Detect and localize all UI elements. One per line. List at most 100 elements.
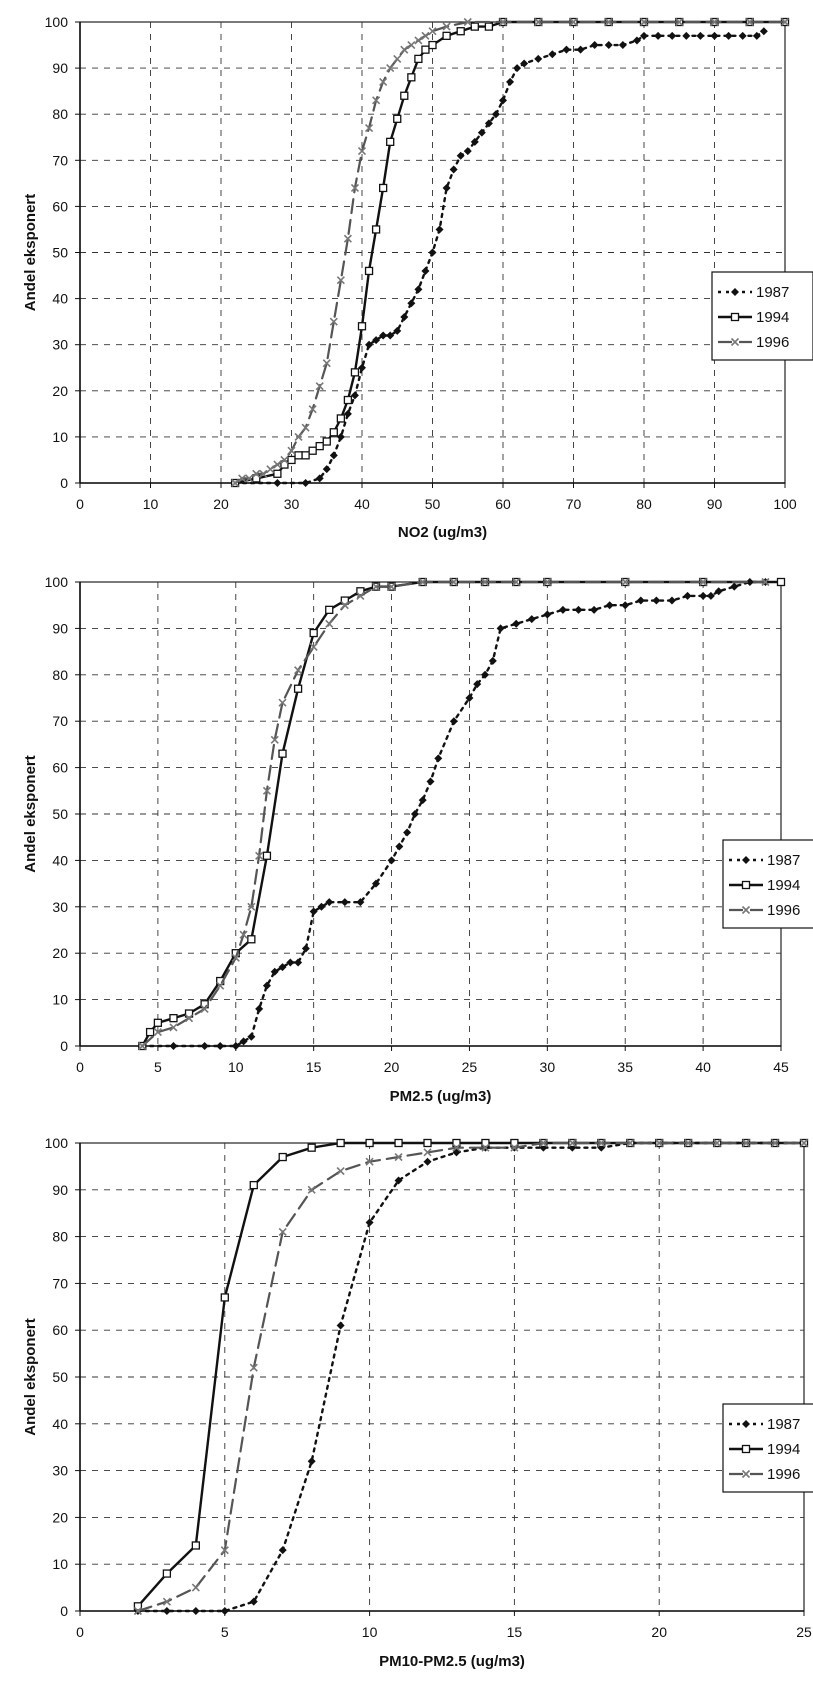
data-point-1996 xyxy=(278,1227,287,1236)
y-tick-label: 20 xyxy=(52,945,68,961)
data-point-1994 xyxy=(301,451,310,460)
y-tick-label: 30 xyxy=(52,337,68,353)
data-point-1994 xyxy=(322,437,331,446)
data-point-1996 xyxy=(329,317,338,326)
data-point-1987 xyxy=(418,796,427,805)
data-point-1996 xyxy=(336,276,345,285)
data-point-1996 xyxy=(371,582,381,591)
data-point-1987 xyxy=(759,27,768,36)
x-tick-label: 5 xyxy=(221,1624,229,1640)
y-tick-label: 50 xyxy=(52,1369,68,1385)
data-point-1987 xyxy=(200,1042,209,1050)
data-point-1987 xyxy=(216,1042,225,1050)
data-point-1987 xyxy=(270,967,279,976)
data-point-1987 xyxy=(262,981,271,990)
data-point-1996 xyxy=(200,1004,209,1013)
data-point-1996 xyxy=(597,1138,606,1148)
data-point-1994 xyxy=(371,225,381,234)
y-tick-label: 90 xyxy=(52,620,68,636)
data-point-1996 xyxy=(742,1138,751,1148)
data-point-1994 xyxy=(278,749,287,758)
data-point-1994 xyxy=(414,54,423,64)
data-point-1994 xyxy=(357,322,367,331)
data-point-1987 xyxy=(286,958,295,967)
data-point-1987 xyxy=(465,694,474,702)
data-point-1987 xyxy=(513,64,522,73)
x-tick-label: 5 xyxy=(154,1059,162,1075)
x-tick-label: 20 xyxy=(651,1624,667,1640)
x-tick-label: 100 xyxy=(773,496,797,512)
legend-marker-1987 xyxy=(742,1420,750,1428)
data-point-1996 xyxy=(247,902,256,911)
data-point-1994 xyxy=(287,455,296,465)
legend-marker-1996 xyxy=(741,1469,751,1479)
data-point-1996 xyxy=(307,1185,316,1194)
data-point-1996 xyxy=(315,382,324,391)
data-point-1994 xyxy=(484,22,494,31)
legend-marker-1987 xyxy=(742,856,750,864)
data-point-1996 xyxy=(294,432,303,441)
legend-label-1996: 1996 xyxy=(756,334,789,351)
series-1996 xyxy=(133,1138,809,1616)
data-point-1996 xyxy=(498,17,508,27)
data-point-1987 xyxy=(315,474,324,483)
data-point-1996 xyxy=(770,1138,780,1148)
x-tick-label: 20 xyxy=(384,1059,400,1075)
data-point-1996 xyxy=(133,1606,142,1616)
data-point-1996 xyxy=(231,953,240,962)
legend: 1987 1994 1996 xyxy=(711,271,813,361)
x-tick-label: 25 xyxy=(796,1624,812,1640)
data-point-1996 xyxy=(428,27,437,36)
data-point-1987 xyxy=(294,958,303,967)
data-point-1987 xyxy=(358,363,366,372)
data-point-1987 xyxy=(372,336,381,345)
data-point-1996 xyxy=(262,786,271,795)
y-tick-label: 70 xyxy=(52,1275,68,1291)
x-axis-title: PM2.5 (ug/m3) xyxy=(390,1088,492,1105)
data-point-1994 xyxy=(191,1541,200,1550)
data-point-1987 xyxy=(752,31,761,40)
data-point-1987 xyxy=(668,31,677,40)
data-point-1987 xyxy=(220,1607,229,1615)
data-point-1996 xyxy=(273,460,282,469)
data-point-1987 xyxy=(512,619,521,628)
x-tick-label: 40 xyxy=(695,1059,711,1075)
x-axis-title: NO2 (ug/m3) xyxy=(398,524,487,541)
series-line-1996 xyxy=(234,20,787,485)
y-tick-label: 50 xyxy=(52,245,68,261)
data-point-1996 xyxy=(393,54,402,63)
legend-marker-1987 xyxy=(731,288,739,296)
data-point-1996 xyxy=(238,474,247,483)
data-point-1994 xyxy=(262,851,272,860)
data-point-1994 xyxy=(378,183,388,193)
data-point-1996 xyxy=(379,77,388,86)
data-point-1996 xyxy=(407,40,416,50)
data-point-1987 xyxy=(247,1032,256,1041)
data-point-1996 xyxy=(357,147,367,156)
data-point-1987 xyxy=(652,596,661,605)
x-tick-label: 50 xyxy=(425,496,441,512)
data-point-1994 xyxy=(423,1138,432,1148)
data-point-1994 xyxy=(343,395,353,405)
data-point-1996 xyxy=(184,1014,194,1023)
y-tick-label: 40 xyxy=(52,852,68,868)
data-point-1996 xyxy=(745,17,754,27)
x-tick-label: 45 xyxy=(773,1059,789,1075)
data-point-1996 xyxy=(280,455,289,465)
data-point-1994 xyxy=(145,1027,155,1037)
y-tick-label: 20 xyxy=(52,383,68,399)
data-point-1994 xyxy=(364,266,374,276)
data-point-1987 xyxy=(590,41,599,50)
data-point-1987 xyxy=(706,591,715,600)
data-point-1987 xyxy=(621,601,630,610)
data-point-1987 xyxy=(738,31,747,40)
data-point-1996 xyxy=(639,17,649,27)
data-point-1987 xyxy=(506,77,515,86)
data-point-1987 xyxy=(604,41,613,50)
data-point-1994 xyxy=(308,446,317,455)
data-point-1996 xyxy=(309,642,318,652)
data-point-1996 xyxy=(365,1157,374,1166)
data-point-1996 xyxy=(249,1363,258,1372)
data-point-1987 xyxy=(484,119,493,128)
y-axis-title: Andel eksponert xyxy=(22,755,39,873)
